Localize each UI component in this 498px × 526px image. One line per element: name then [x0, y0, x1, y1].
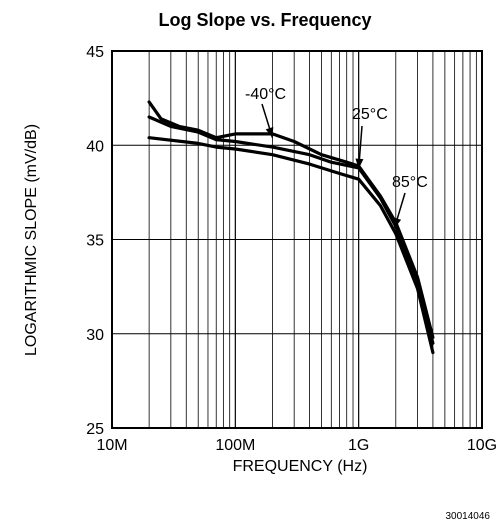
- annotation-arrow-head-2: [393, 217, 402, 229]
- x-axis-label: FREQUENCY (Hz): [233, 458, 368, 475]
- annotation-25c: 25°C: [352, 106, 388, 123]
- series-line-1: [147, 115, 435, 345]
- x-tick-label: 100M: [215, 437, 255, 454]
- y-tick-label: 35: [86, 233, 104, 250]
- tick-labels: 10M 100M 1G 10G 25 30 35 40 45: [86, 44, 497, 454]
- grid-lines: [112, 51, 482, 428]
- x-tick-label: 1G: [348, 437, 369, 454]
- series-line-2: [147, 136, 435, 355]
- y-tick-label: 40: [86, 138, 104, 155]
- y-tick-label: 25: [86, 421, 104, 438]
- chart-title: Log Slope vs. Frequency: [158, 10, 371, 30]
- plot-frame: [111, 50, 483, 429]
- series-line-0: [147, 100, 435, 340]
- y-tick-label: 30: [86, 327, 104, 344]
- x-tick-label: 10M: [96, 437, 127, 454]
- x-tick-label: 10G: [467, 437, 497, 454]
- annotation-minus40c: -40°C: [245, 86, 286, 103]
- annotation-arrows: [261, 103, 406, 229]
- y-axis-label: LOGARITHMIC SLOPE (mV/dB): [23, 124, 40, 356]
- annotation-85c: 85°C: [392, 174, 428, 191]
- y-tick-label: 45: [86, 44, 104, 61]
- series-layer: [147, 100, 435, 355]
- annotation-arrow-head-1: [355, 158, 364, 169]
- annotation-arrow-head-0: [265, 126, 274, 138]
- figure-id: 30014046: [446, 511, 491, 522]
